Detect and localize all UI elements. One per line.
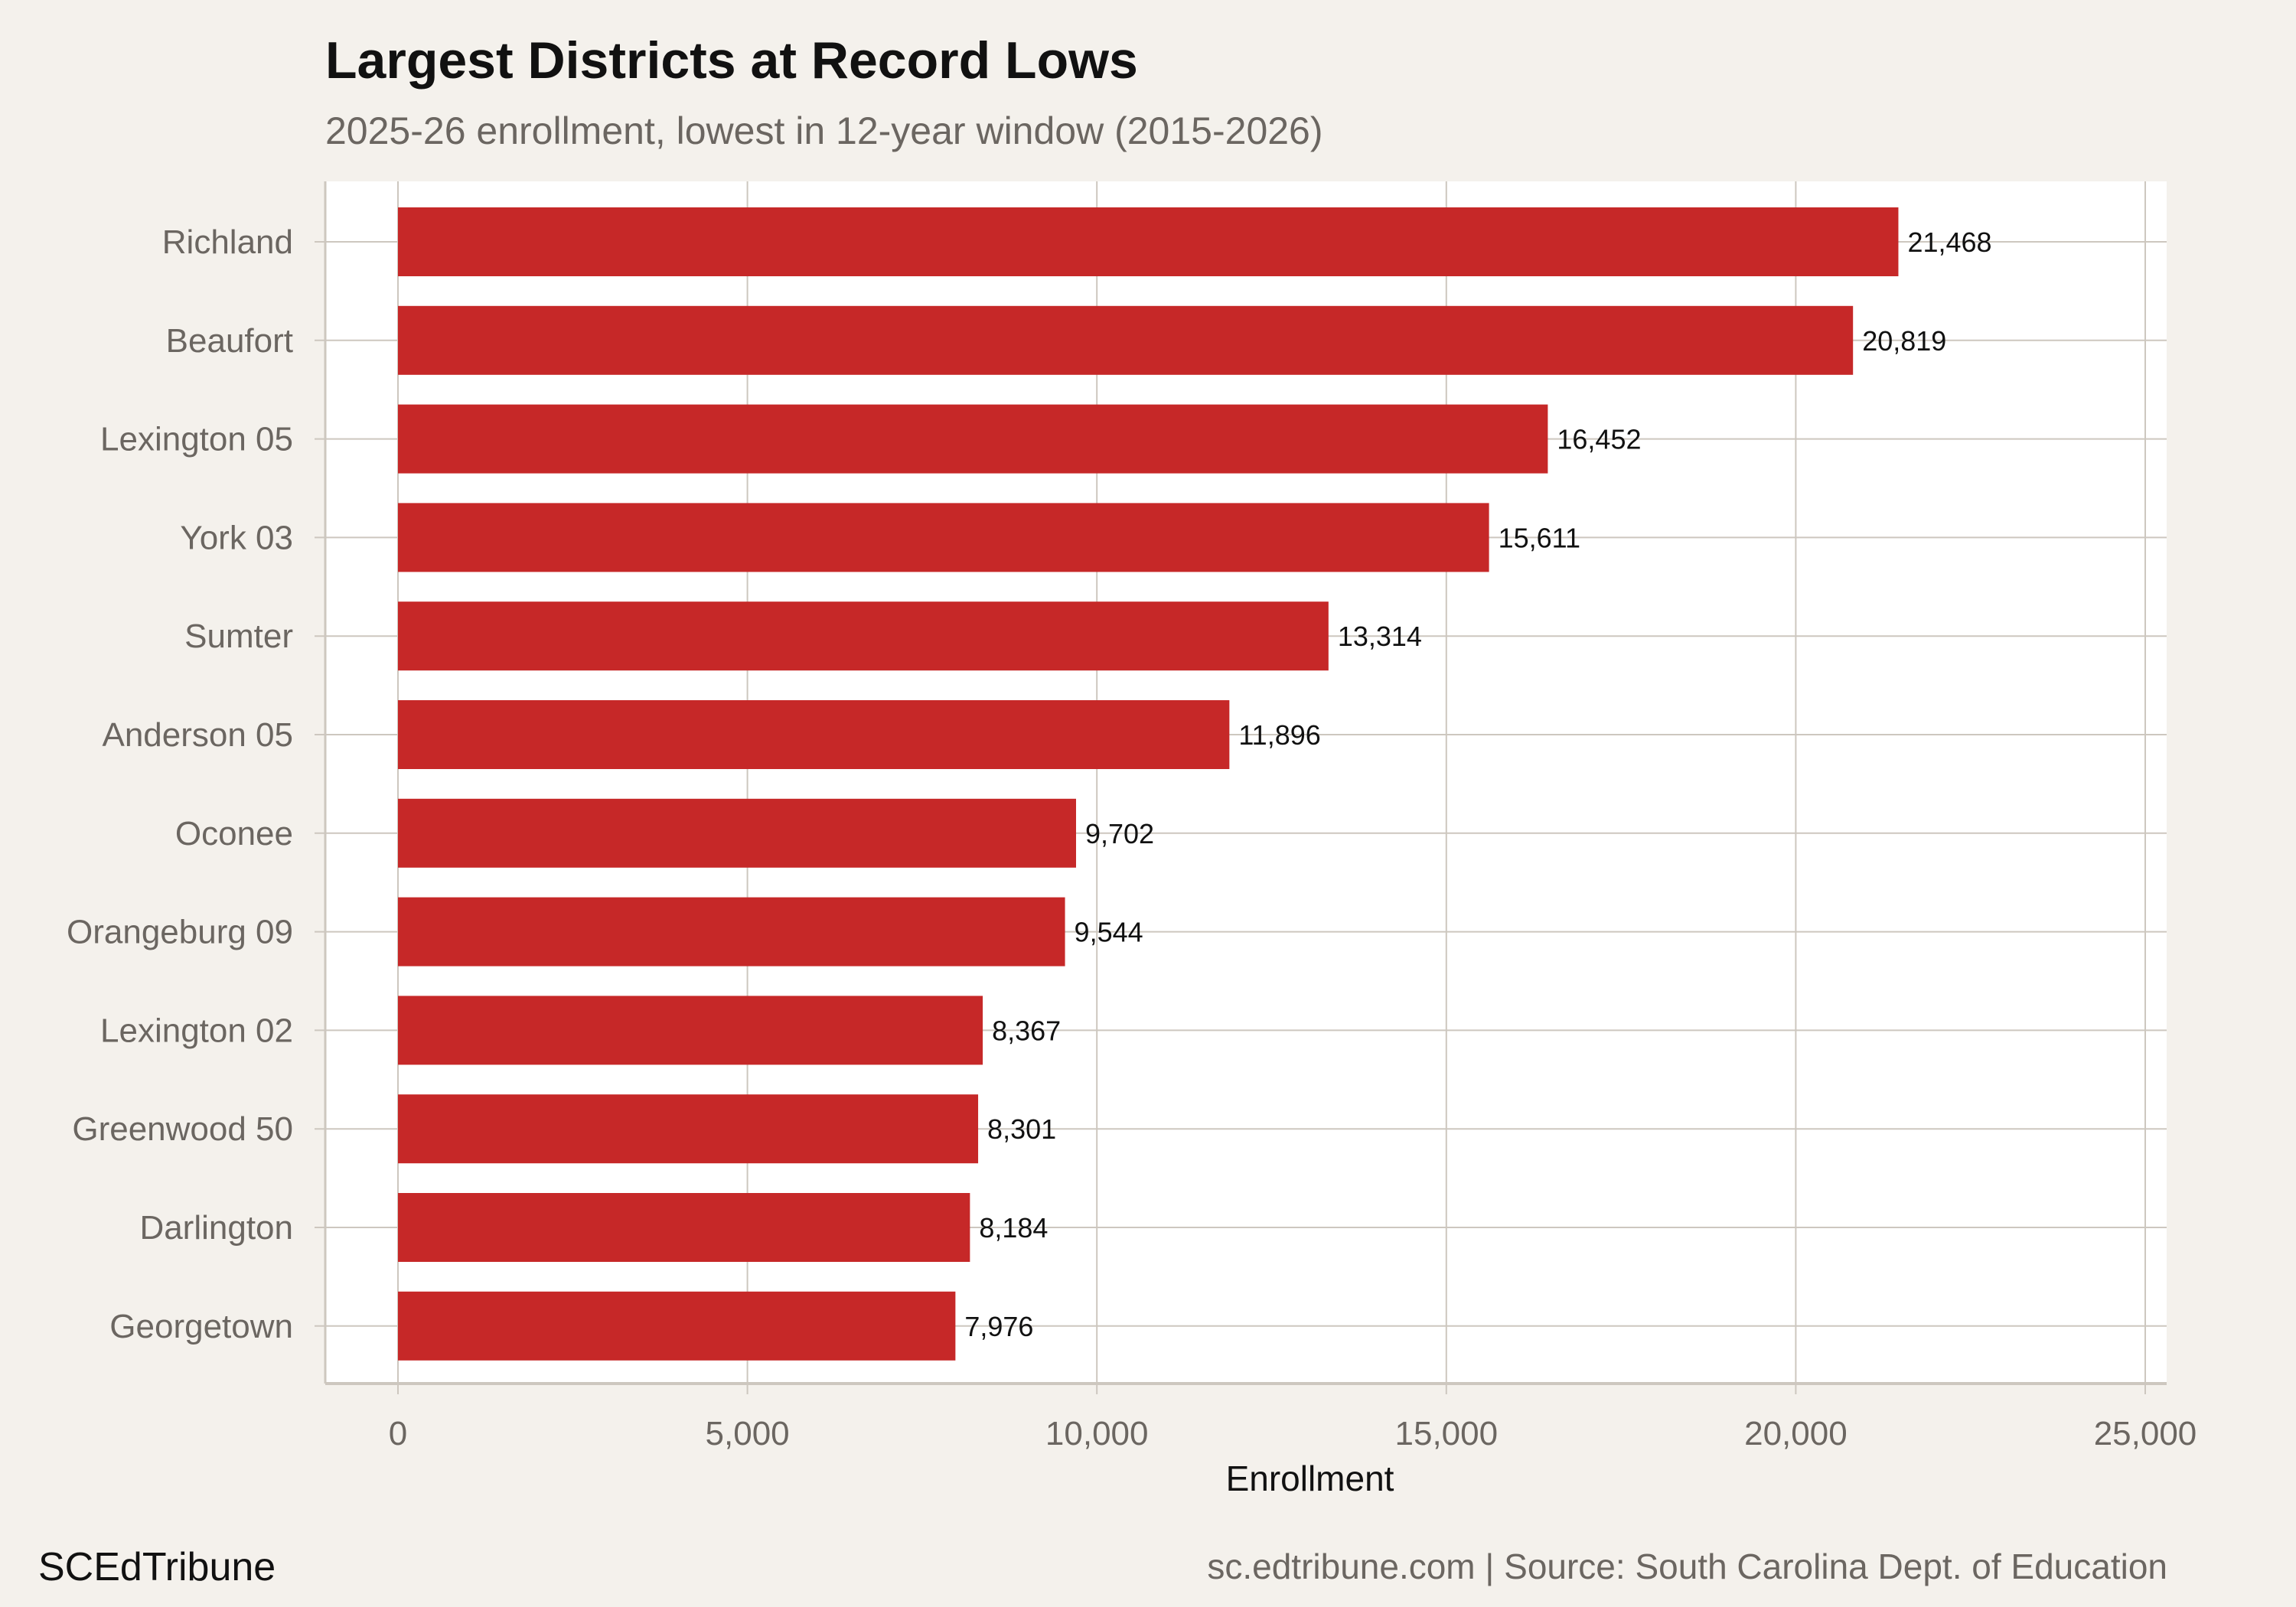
bar-darlington (398, 1193, 970, 1262)
x-axis-title: Enrollment (1226, 1459, 1394, 1498)
category-label: Richland (162, 223, 293, 261)
data-label: 9,544 (1075, 917, 1143, 948)
data-label: 16,452 (1557, 424, 1641, 455)
category-label: Lexington 02 (100, 1012, 293, 1049)
bar-lexington-02 (398, 996, 983, 1065)
category-label: Darlington (139, 1209, 293, 1247)
data-label: 15,611 (1499, 522, 1580, 553)
brand-label: SCEdTribune (38, 1545, 276, 1589)
category-label: Oconee (175, 815, 293, 852)
bar-oconee (398, 798, 1076, 868)
bar-richland (398, 207, 1899, 276)
data-label: 13,314 (1338, 621, 1422, 652)
x-tick-label: 20,000 (1744, 1415, 1848, 1452)
data-label: 11,896 (1238, 719, 1320, 751)
data-label: 8,184 (979, 1212, 1048, 1244)
chart-subtitle: 2025-26 enrollment, lowest in 12-year wi… (325, 109, 1323, 152)
category-label: Anderson 05 (102, 716, 293, 754)
bar-lexington-05 (398, 404, 1548, 474)
x-tick-label: 25,000 (2094, 1415, 2197, 1452)
chart-title: Largest Districts at Record Lows (325, 31, 1138, 90)
data-label: 8,367 (992, 1015, 1061, 1046)
bar-sumter (398, 601, 1329, 671)
bar-york-03 (398, 503, 1489, 572)
x-tick-label: 10,000 (1045, 1415, 1149, 1452)
bar-anderson-05 (398, 700, 1230, 769)
source-note: sc.edtribune.com | Source: South Carolin… (1207, 1547, 2167, 1586)
category-label: Orangeburg 09 (67, 914, 293, 951)
plot-panel (325, 181, 2167, 1384)
data-label: 20,819 (1862, 325, 1946, 357)
data-label: 9,702 (1085, 818, 1154, 849)
x-tick-label: 5,000 (706, 1415, 790, 1452)
category-label: Greenwood 50 (72, 1110, 293, 1148)
data-label: 7,976 (964, 1311, 1033, 1342)
category-label: Beaufort (166, 322, 293, 360)
data-label: 21,468 (1907, 227, 1991, 258)
bar-orangeburg-09 (398, 897, 1065, 966)
bar-beaufort (398, 305, 1854, 375)
category-label: York 03 (180, 519, 293, 556)
category-label: Sumter (184, 618, 293, 655)
data-label: 8,301 (987, 1113, 1056, 1145)
category-label: Lexington 05 (100, 421, 293, 458)
x-tick-label: 15,000 (1395, 1415, 1499, 1452)
category-label: Georgetown (109, 1308, 293, 1345)
bar-georgetown (398, 1291, 956, 1361)
x-tick-label: 0 (389, 1415, 407, 1452)
bar-greenwood-50 (398, 1094, 979, 1164)
